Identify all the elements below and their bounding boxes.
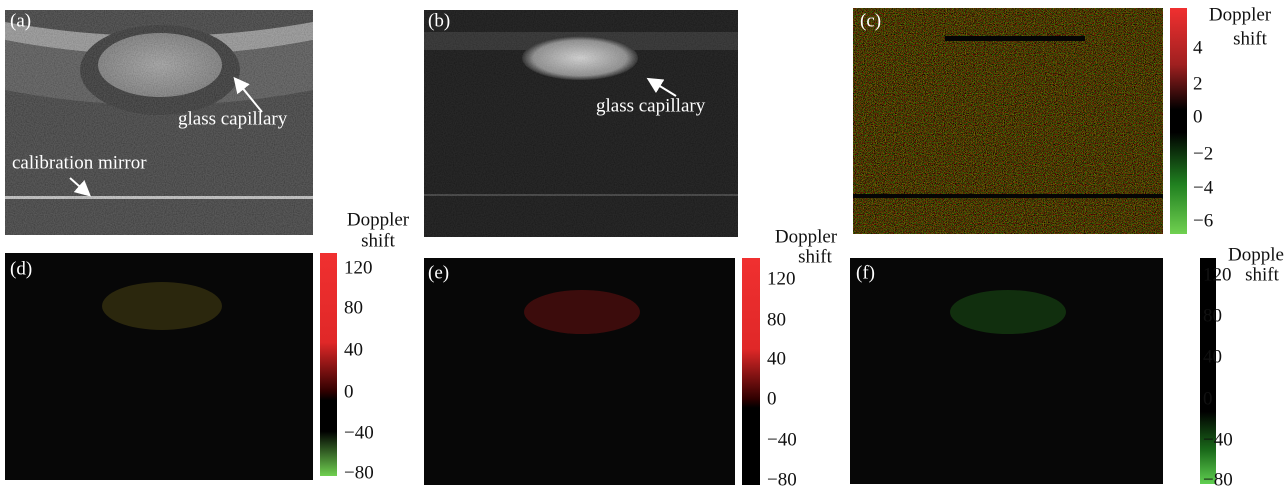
colorbar-title: shift [1245,264,1280,285]
colorbar [1170,8,1187,234]
panel-label: (d) [10,258,32,279]
panel-a: (a) glass capillary calibration mirror [5,10,313,235]
colorbar-tick: 2 [1193,73,1203,94]
capillary-flow [950,290,1066,334]
colorbar-tick: 40 [767,348,786,369]
capillary-flow [524,290,640,334]
colorbar-tick: 0 [344,381,354,402]
colorbar-tick: 0 [1193,106,1203,127]
panel-f: (f) Dopple shift 120 80 40 0 −40 −80 [850,244,1284,489]
colorbar-title: Dopple [1228,244,1284,265]
mirror-line [853,194,1163,198]
colorbar-tick: −80 [767,469,797,489]
panel-c: (c) Doppler shift 4 2 0 −2 −4 −6 [853,4,1272,234]
panel-label: (b) [428,10,450,31]
colorbar-title: Doppler [1209,4,1272,25]
panel-label: (a) [10,10,31,31]
colorbar-tick: −40 [1203,429,1233,450]
panel-label: (e) [428,262,449,283]
colorbar-tick: 4 [1193,37,1203,58]
colorbar-tick: 0 [767,388,777,409]
panel-label: (c) [860,10,881,31]
annotation: glass capillary [596,95,706,116]
colorbar-title: Doppler [347,209,410,230]
colorbar-tick: 120 [344,257,373,278]
colorbar-title: Doppler [775,226,838,247]
colorbar-tick: 0 [1203,388,1213,409]
colorbar-tick: −40 [344,422,374,443]
panel-label: (f) [856,262,875,283]
colorbar-tick: 80 [344,297,363,318]
figure: (a) glass capillary calibration mirror (… [0,0,1287,489]
colorbar-tick: 40 [344,339,363,360]
colorbar-tick: 80 [767,309,786,330]
colorbar-tick: −80 [1203,469,1233,489]
panel-b: (b) glass capillary [424,10,738,237]
speckle [424,10,738,237]
panel-e: (e) Doppler shift 120 80 40 0 −40 −80 [424,226,838,489]
colorbar-tick: −80 [344,462,374,483]
colorbar [742,258,760,485]
colorbar-tick: 40 [1203,346,1222,367]
colorbar-title: shift [798,246,833,267]
capillary-edge [945,36,1085,41]
colorbar-title: shift [1233,28,1268,49]
panel-d: (d) Doppler shift 120 80 40 0 −40 −80 [5,209,410,483]
colorbar-tick: −6 [1193,210,1213,231]
colorbar-tick: −4 [1193,177,1214,198]
colorbar-tick: 120 [767,268,796,289]
colorbar [320,253,337,476]
shade [853,8,1163,234]
colorbar-title: shift [361,230,396,251]
colorbar-tick: 80 [1203,305,1222,326]
annotation: calibration mirror [12,152,147,173]
capillary-flow [102,282,222,330]
annotation: glass capillary [178,108,288,129]
colorbar-tick: −40 [767,429,797,450]
colorbar-tick: −2 [1193,143,1213,164]
colorbar-tick: 120 [1203,264,1232,285]
